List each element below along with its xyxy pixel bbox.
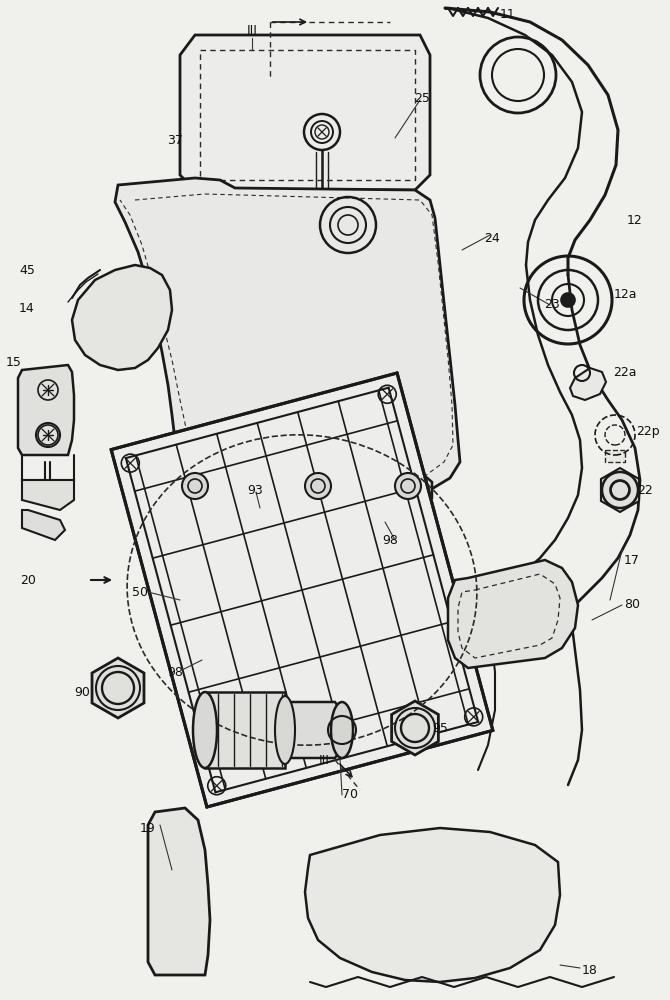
Text: 12: 12 [627, 214, 643, 227]
Text: 22a: 22a [613, 365, 636, 378]
Text: 18: 18 [582, 964, 598, 976]
Polygon shape [148, 808, 210, 975]
Text: 90: 90 [74, 686, 90, 698]
Text: 25: 25 [414, 92, 430, 104]
Polygon shape [22, 510, 65, 540]
Text: 93: 93 [247, 484, 263, 496]
Polygon shape [318, 190, 375, 252]
Polygon shape [601, 468, 639, 512]
Polygon shape [605, 450, 625, 462]
Polygon shape [72, 265, 172, 370]
Text: 50: 50 [132, 585, 148, 598]
Polygon shape [392, 701, 438, 755]
Polygon shape [18, 365, 74, 455]
Polygon shape [305, 828, 560, 982]
Text: 45: 45 [19, 263, 35, 276]
Text: 70: 70 [342, 788, 358, 802]
Text: 37: 37 [167, 133, 183, 146]
Polygon shape [22, 480, 74, 510]
Circle shape [182, 473, 208, 499]
Polygon shape [448, 560, 578, 668]
Polygon shape [570, 368, 606, 400]
Circle shape [305, 473, 331, 499]
Text: 23: 23 [544, 298, 560, 312]
Text: 20: 20 [20, 574, 36, 586]
Circle shape [395, 473, 421, 499]
Text: 22: 22 [637, 484, 653, 496]
Polygon shape [180, 35, 430, 190]
Text: 98: 98 [382, 534, 398, 546]
Ellipse shape [331, 702, 353, 758]
Polygon shape [111, 373, 493, 807]
Text: 14: 14 [19, 302, 35, 314]
Text: 22p: 22p [636, 426, 660, 438]
Text: 98: 98 [167, 666, 183, 678]
Text: 17: 17 [624, 554, 640, 566]
Polygon shape [205, 692, 285, 768]
Ellipse shape [275, 696, 295, 764]
Text: 24: 24 [484, 232, 500, 244]
Polygon shape [115, 178, 460, 505]
Polygon shape [280, 702, 342, 758]
Text: III: III [319, 754, 330, 766]
Text: 11: 11 [500, 7, 516, 20]
Polygon shape [92, 658, 144, 718]
Polygon shape [330, 248, 354, 288]
Polygon shape [142, 452, 432, 520]
Text: 80: 80 [624, 598, 640, 611]
Circle shape [561, 293, 575, 307]
Text: 15: 15 [6, 356, 22, 368]
Text: 12a: 12a [613, 288, 636, 302]
Ellipse shape [193, 692, 217, 768]
Text: III: III [247, 23, 258, 36]
Text: 19: 19 [140, 822, 156, 834]
Text: 95: 95 [432, 722, 448, 734]
